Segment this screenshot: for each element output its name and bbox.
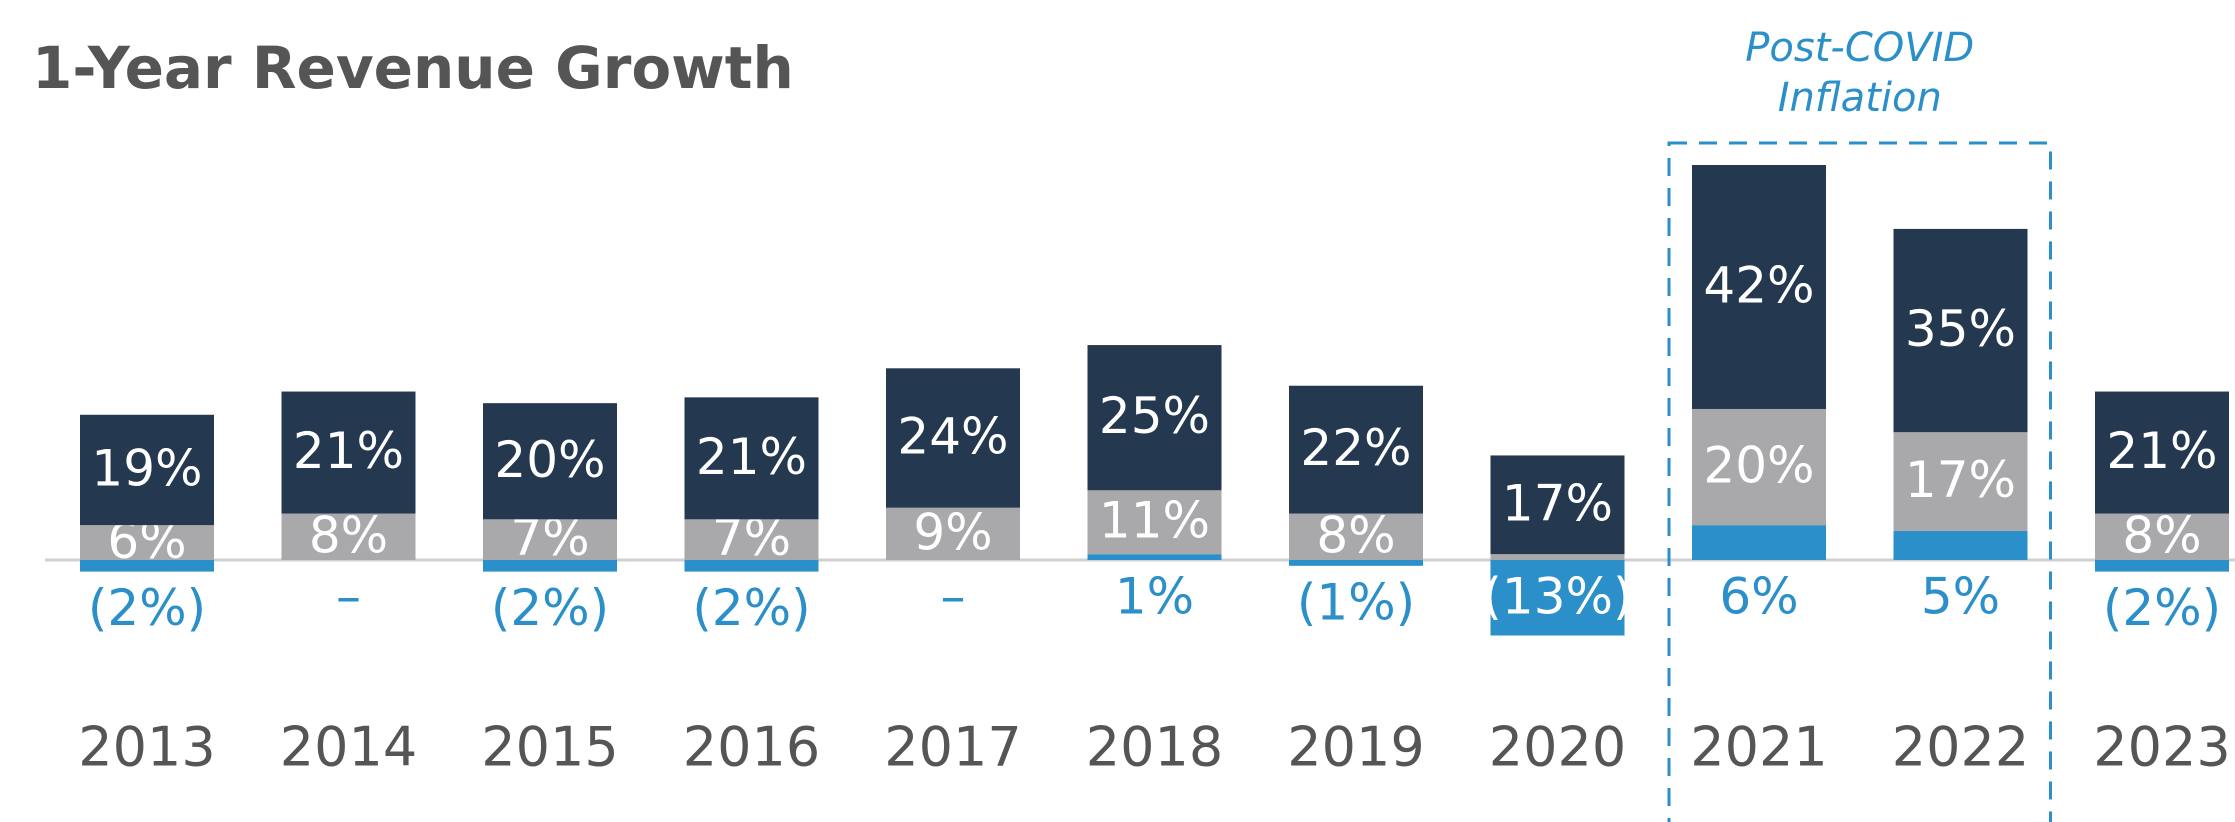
bar-segment [1087,490,1222,555]
bar-segment [886,507,1020,560]
annotation: Post-COVID [1745,25,1974,71]
bar-segment [1087,345,1222,491]
value-label: 8% [1316,506,1395,564]
x-tick-label: 2014 [280,716,417,779]
bar-segment [886,368,1020,508]
bar-segment [2095,391,2229,514]
x-tick-label: 2021 [1690,716,1827,779]
value-label: 21% [2106,422,2217,480]
value-label: 17% [1905,451,2016,509]
value-label: (2%) [88,579,206,637]
bar-segment [1289,560,1423,566]
value-label: 5% [1921,568,2000,626]
value-label: 42% [1703,256,1814,314]
value-label: (2%) [491,579,609,637]
bar-segment [1893,530,2028,560]
bar-segment [1490,560,1625,636]
value-label: – [941,568,966,626]
value-label: 35% [1905,300,2016,358]
bar-segment [483,519,617,560]
value-label: 20% [494,431,605,489]
value-label: (2%) [692,579,810,637]
value-label: 11% [1099,492,1210,550]
bar-segment [1289,513,1423,560]
bar-segment [80,414,214,526]
value-label: 20% [1703,437,1814,495]
value-label: 6% [1719,568,1798,626]
value-label: 19% [91,439,202,497]
value-label: 8% [309,506,388,564]
annotation-box [1667,141,2052,822]
bar-segment [281,391,416,514]
value-label: (1%) [1297,573,1415,631]
bar-segment [80,560,214,572]
value-label: 9% [913,503,992,561]
bar-segment [1893,228,2028,433]
value-label: 21% [696,428,807,486]
bar-segment [684,560,819,572]
bar-segment [281,513,416,560]
x-tick-label: 2017 [884,716,1021,779]
value-label: (13%) [1482,567,1632,625]
value-label: 21% [293,422,404,480]
x-tick-label: 2018 [1086,716,1223,779]
bar-segment [80,525,214,560]
value-label: 17% [1502,474,1613,532]
bar-segment [684,397,819,520]
value-label: 22% [1300,419,1411,477]
bar-segment [1490,554,1625,560]
bar-segment [684,519,819,560]
x-tick-label: 2023 [2093,716,2230,779]
chart-title: 1-Year Revenue Growth [32,34,794,102]
x-tick-label: 2022 [1892,716,2029,779]
bar-segment [483,403,617,520]
x-tick-label: 2013 [78,716,215,779]
x-tick-label: 2020 [1489,716,1626,779]
value-label: 24% [897,408,1008,466]
bar-segment [1289,385,1423,514]
bar-segment [1692,165,1826,409]
value-label: 25% [1099,387,1210,445]
bar-segment [2095,513,2229,560]
x-tick-label: 2015 [481,716,618,779]
x-tick-label: 2016 [683,716,820,779]
bar-segment [483,560,617,572]
value-label: – [336,568,361,626]
bar-segment [1692,525,1826,560]
annotation: Inflation [1778,75,1942,121]
bar-segment [1087,554,1222,560]
bar-segment [2095,560,2229,572]
bar-segment [1893,432,2028,531]
bar-segment [1490,455,1625,555]
value-label: 8% [2122,506,2201,564]
x-tick-label: 2019 [1287,716,1424,779]
bar-segment [1692,408,1826,526]
value-label: 1% [1115,568,1194,626]
value-label: (2%) [2103,579,2221,637]
